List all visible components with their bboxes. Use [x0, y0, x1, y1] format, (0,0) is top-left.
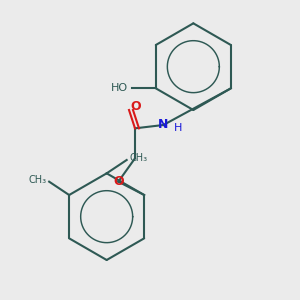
Text: O: O [131, 100, 141, 112]
Text: CH₃: CH₃ [129, 153, 147, 163]
Text: CH₃: CH₃ [28, 175, 46, 185]
Text: O: O [113, 175, 124, 188]
Text: H: H [174, 123, 182, 133]
Text: N: N [158, 118, 169, 131]
Text: HO: HO [111, 83, 128, 93]
